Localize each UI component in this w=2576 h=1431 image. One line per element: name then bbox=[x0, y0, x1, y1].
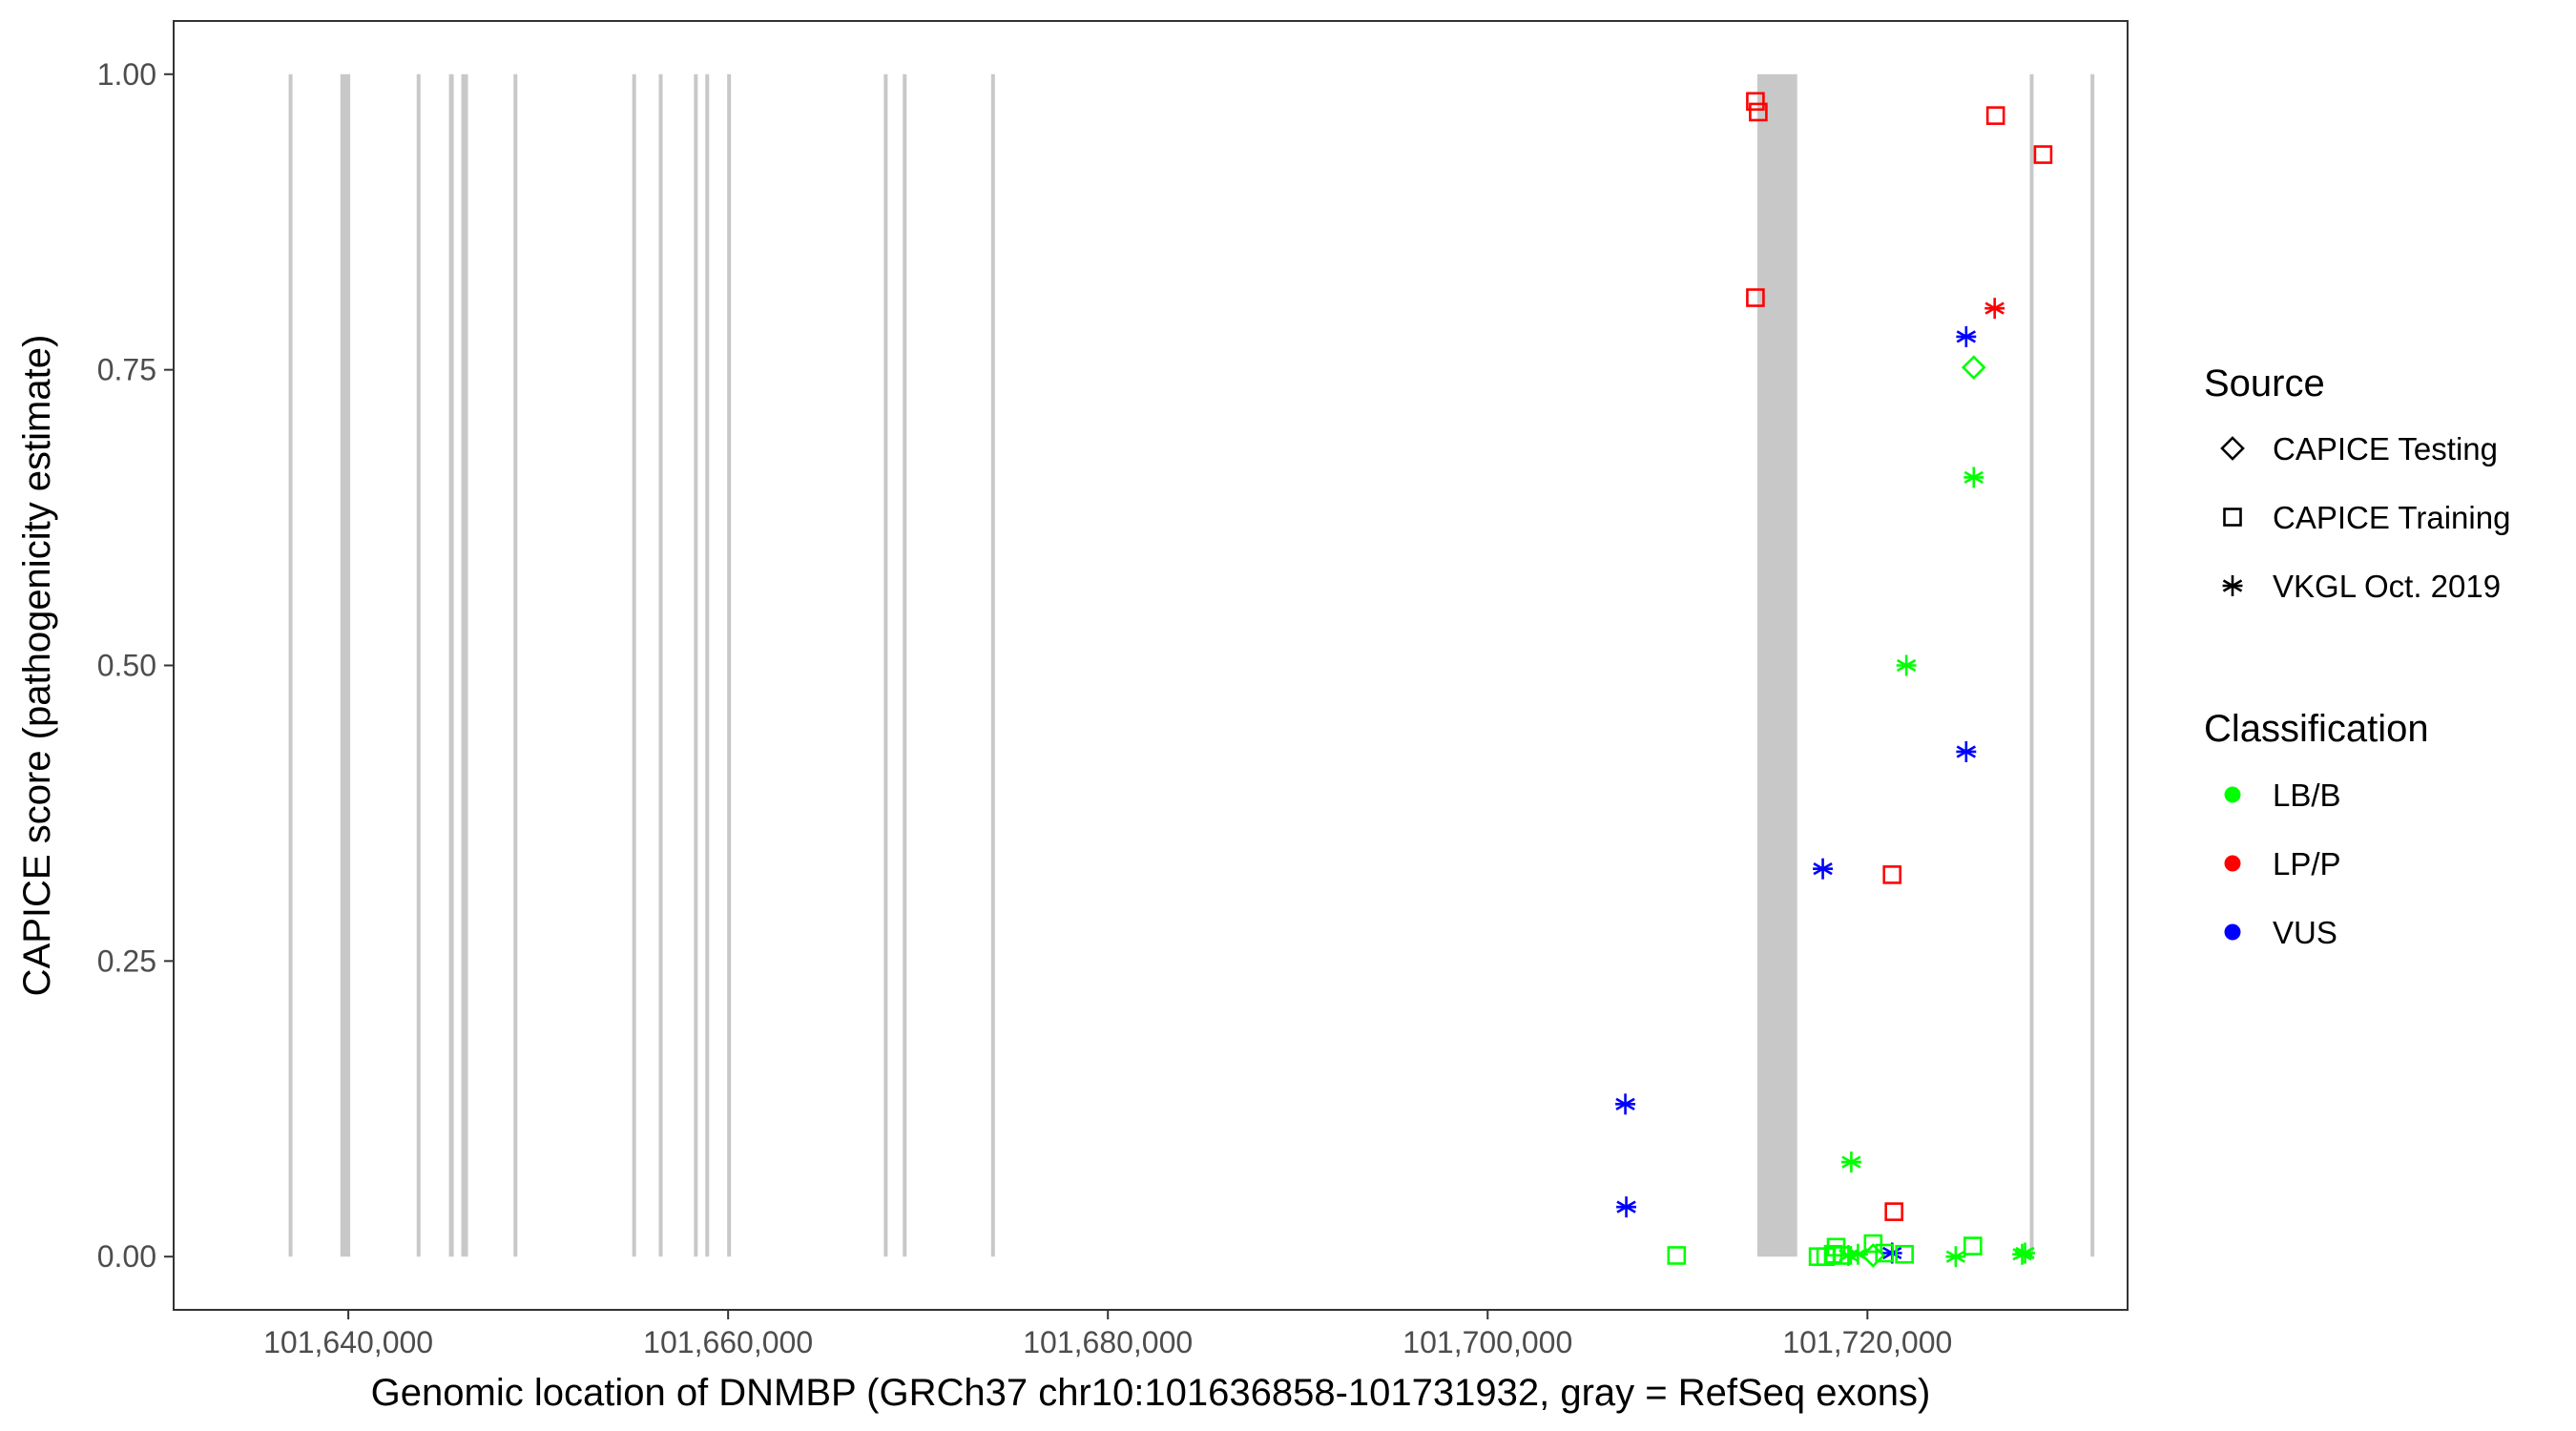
exon-band bbox=[694, 73, 698, 1257]
exon-band bbox=[883, 73, 888, 1257]
legend-source-key bbox=[2222, 575, 2243, 596]
data-point bbox=[1749, 102, 1768, 122]
exon-band bbox=[416, 73, 421, 1257]
y-axis-title: CAPICE score (pathogenicity estimate) bbox=[16, 335, 58, 997]
exon-band bbox=[288, 73, 293, 1257]
data-point bbox=[1985, 106, 2005, 125]
legend-classification-key bbox=[2224, 923, 2241, 941]
x-tick-label: 101,700,000 bbox=[1402, 1325, 1572, 1359]
data-point bbox=[1833, 1246, 1853, 1265]
data-point bbox=[2033, 145, 2053, 164]
data-point bbox=[1615, 1093, 1636, 1115]
data-point bbox=[2015, 1242, 2035, 1264]
data-point bbox=[1961, 355, 1986, 380]
data-point bbox=[1963, 467, 1984, 488]
data-point bbox=[1884, 1202, 1903, 1221]
data-point bbox=[1840, 1151, 1861, 1173]
legend-classification-key bbox=[2224, 786, 2241, 803]
exon-band bbox=[903, 73, 907, 1257]
legend-classification-label: LP/P bbox=[2273, 846, 2341, 881]
data-point bbox=[1813, 858, 1834, 880]
y-tick-label: 0.50 bbox=[97, 649, 156, 683]
exon-band bbox=[340, 73, 351, 1257]
data-point bbox=[1667, 1246, 1687, 1265]
exon-band bbox=[658, 73, 663, 1257]
legend-source-title: Source bbox=[2204, 363, 2325, 404]
legend-source-label: CAPICE Testing bbox=[2273, 431, 2498, 467]
y-tick-label: 0.00 bbox=[97, 1239, 156, 1274]
legend-classification-key bbox=[2224, 855, 2241, 872]
data-point bbox=[1863, 1234, 1883, 1254]
x-tick-label: 101,640,000 bbox=[263, 1325, 433, 1359]
x-tick-label: 101,680,000 bbox=[1023, 1325, 1193, 1359]
exon-bands bbox=[288, 73, 2095, 1257]
data-point bbox=[1616, 1196, 1637, 1218]
legend-source-label: CAPICE Training bbox=[2273, 500, 2510, 535]
x-tick-label: 101,720,000 bbox=[1782, 1325, 1952, 1359]
exon-band bbox=[2029, 73, 2034, 1257]
exon-band bbox=[448, 73, 454, 1257]
x-axis-title: Genomic location of DNMBP (GRCh37 chr10:… bbox=[371, 1372, 1931, 1414]
x-axis: 101,640,000 101,660,000 101,680,000 101,700… bbox=[263, 1310, 1952, 1359]
exon-band bbox=[990, 73, 995, 1257]
data-point bbox=[1945, 1246, 1966, 1268]
legend-classification-title: Classification bbox=[2204, 708, 2429, 750]
data-point bbox=[1956, 740, 1977, 762]
y-tick-label: 0.25 bbox=[97, 944, 156, 978]
legend-classification-label: LB/B bbox=[2273, 778, 2341, 813]
data-points bbox=[1615, 92, 2053, 1268]
data-point bbox=[1882, 865, 1902, 884]
legend-source-key bbox=[2223, 508, 2242, 527]
data-point bbox=[1963, 1236, 1983, 1255]
exon-band bbox=[727, 73, 732, 1257]
exon-band bbox=[513, 73, 518, 1257]
legend-classification-label: VUS bbox=[2273, 915, 2337, 950]
legend-source-key bbox=[2220, 436, 2245, 461]
data-point bbox=[1984, 298, 2005, 320]
exon-band bbox=[705, 73, 710, 1257]
data-point bbox=[1896, 654, 1917, 676]
legend-source: Source CAPICE Testing CAPICE Training VKGL… bbox=[2204, 363, 2510, 604]
data-point bbox=[1875, 1243, 1895, 1263]
exon-band bbox=[461, 73, 468, 1257]
exon-band bbox=[1756, 73, 1797, 1257]
y-tick-label: 0.75 bbox=[97, 353, 156, 387]
exon-band bbox=[2090, 73, 2095, 1257]
x-tick-label: 101,660,000 bbox=[643, 1325, 813, 1359]
data-point bbox=[1956, 325, 1977, 347]
y-axis: 0.00 0.25 0.50 0.75 1.00 bbox=[97, 57, 174, 1274]
legend-source-label: VKGL Oct. 2019 bbox=[2273, 569, 2501, 604]
exon-band bbox=[632, 73, 636, 1257]
data-point bbox=[1895, 1244, 1914, 1264]
data-point bbox=[1746, 288, 1765, 307]
data-point bbox=[1746, 92, 1765, 112]
legend-classification: Classification LB/B LP/P VUS bbox=[2204, 708, 2429, 950]
y-tick-label: 1.00 bbox=[97, 57, 156, 92]
